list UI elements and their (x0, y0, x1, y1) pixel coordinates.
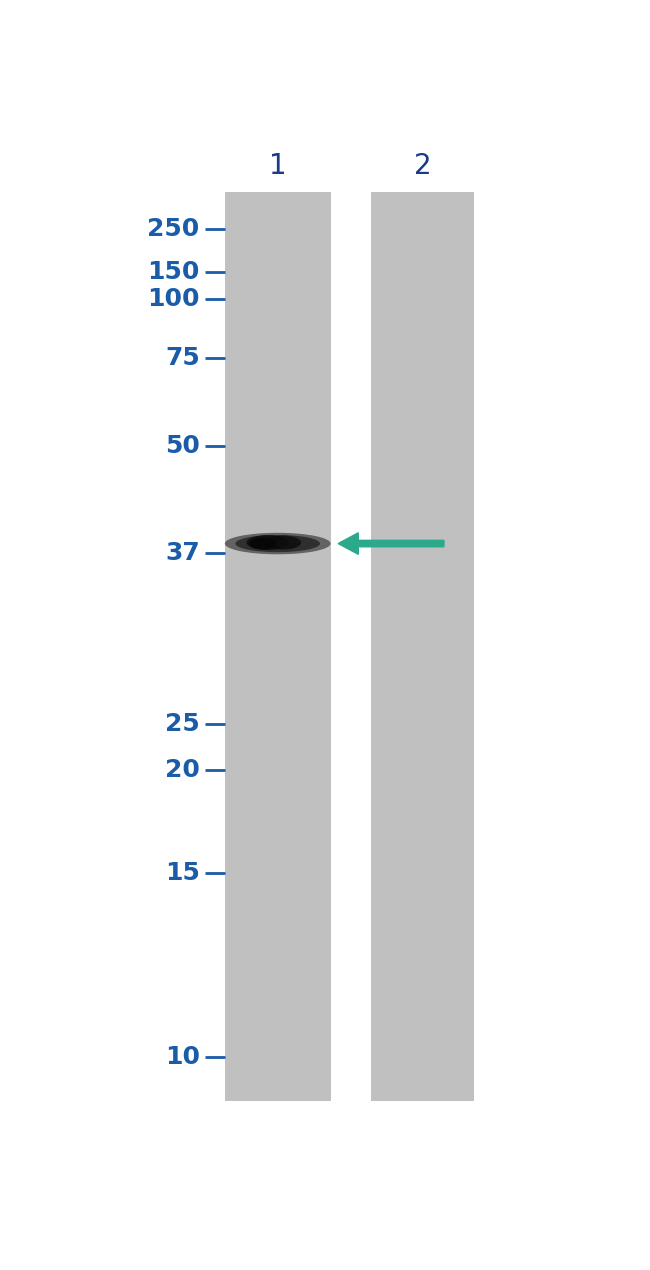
Text: 250: 250 (148, 217, 200, 241)
Ellipse shape (235, 535, 320, 552)
Text: 100: 100 (147, 287, 200, 311)
Ellipse shape (250, 537, 276, 550)
Text: 2: 2 (414, 152, 432, 180)
Text: 150: 150 (148, 259, 200, 283)
Text: 20: 20 (164, 758, 200, 782)
Ellipse shape (246, 535, 289, 550)
Bar (225, 192, 331, 1101)
Text: 1: 1 (269, 152, 287, 180)
Bar (371, 192, 474, 1101)
Text: 15: 15 (164, 861, 200, 885)
Text: 75: 75 (165, 345, 200, 370)
Text: 50: 50 (164, 434, 200, 457)
Text: 25: 25 (165, 712, 200, 737)
Ellipse shape (277, 538, 298, 549)
Ellipse shape (265, 536, 301, 550)
Ellipse shape (225, 533, 331, 554)
Text: 10: 10 (164, 1045, 200, 1069)
Text: 37: 37 (165, 541, 200, 565)
FancyArrow shape (338, 533, 444, 554)
